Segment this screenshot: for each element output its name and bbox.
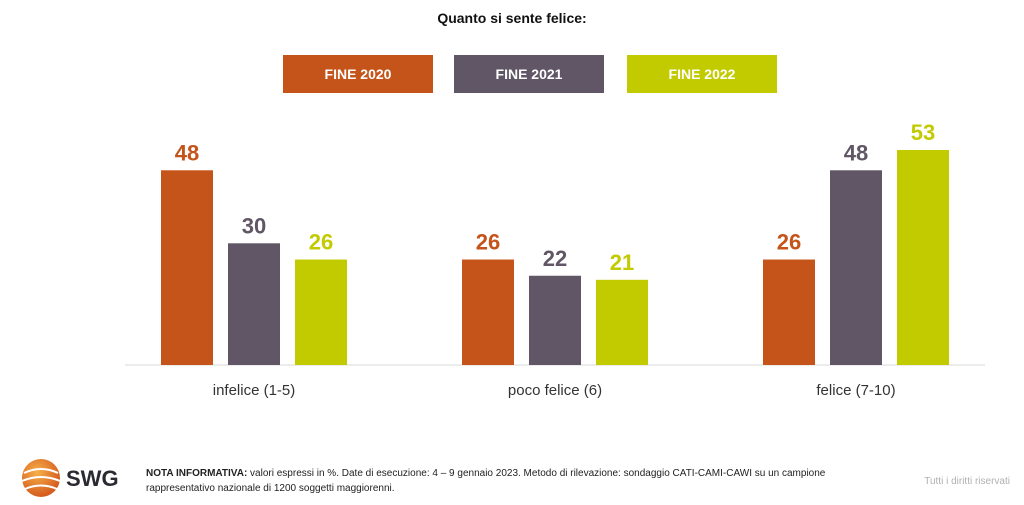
bar-2-0 [763,259,815,365]
data-label-0-1: 30 [242,213,266,238]
footnote: NOTA INFORMATIVA: valori espressi in %. … [146,466,886,496]
bar-2-1 [830,170,882,365]
bar-1-0 [462,259,514,365]
footnote-label: NOTA INFORMATIVA: [146,468,248,479]
data-label-1-2: 21 [610,250,634,275]
bar-0-1 [228,243,280,365]
legend-item-2020: FINE 2020 [283,55,433,93]
data-label-0-0: 48 [175,140,199,165]
data-label-2-0: 26 [777,230,801,255]
category-label-2: felice (7-10) [816,382,895,399]
bar-1-2 [596,279,648,365]
bar-2-2 [897,150,949,365]
chart-title: Quanto si sente felice: [437,10,587,26]
bar-1-1 [529,275,581,365]
swg-logo-icon [21,459,61,497]
bar-0-0 [161,170,213,365]
category-label-1: poco felice (6) [508,382,602,399]
data-label-1-1: 22 [543,246,567,271]
data-label-0-2: 26 [309,230,333,255]
rights-text: Tutti i diritti riservati [924,476,1010,487]
category-label-0: infelice (1-5) [213,382,296,399]
data-label-2-2: 53 [911,120,935,145]
footnote-text: valori espressi in %. Date di esecuzione… [146,468,826,494]
legend-item-2021: FINE 2021 [454,55,604,93]
bar-0-2 [295,259,347,365]
data-label-1-0: 26 [476,230,500,255]
swg-logo-text: SWG [66,466,119,491]
bar-chart: 48 30 26 infelice (1-5) 26 22 21 poco felice (6… [125,120,985,399]
data-label-2-1: 48 [844,140,868,165]
legend-item-2022: FINE 2022 [627,55,777,93]
